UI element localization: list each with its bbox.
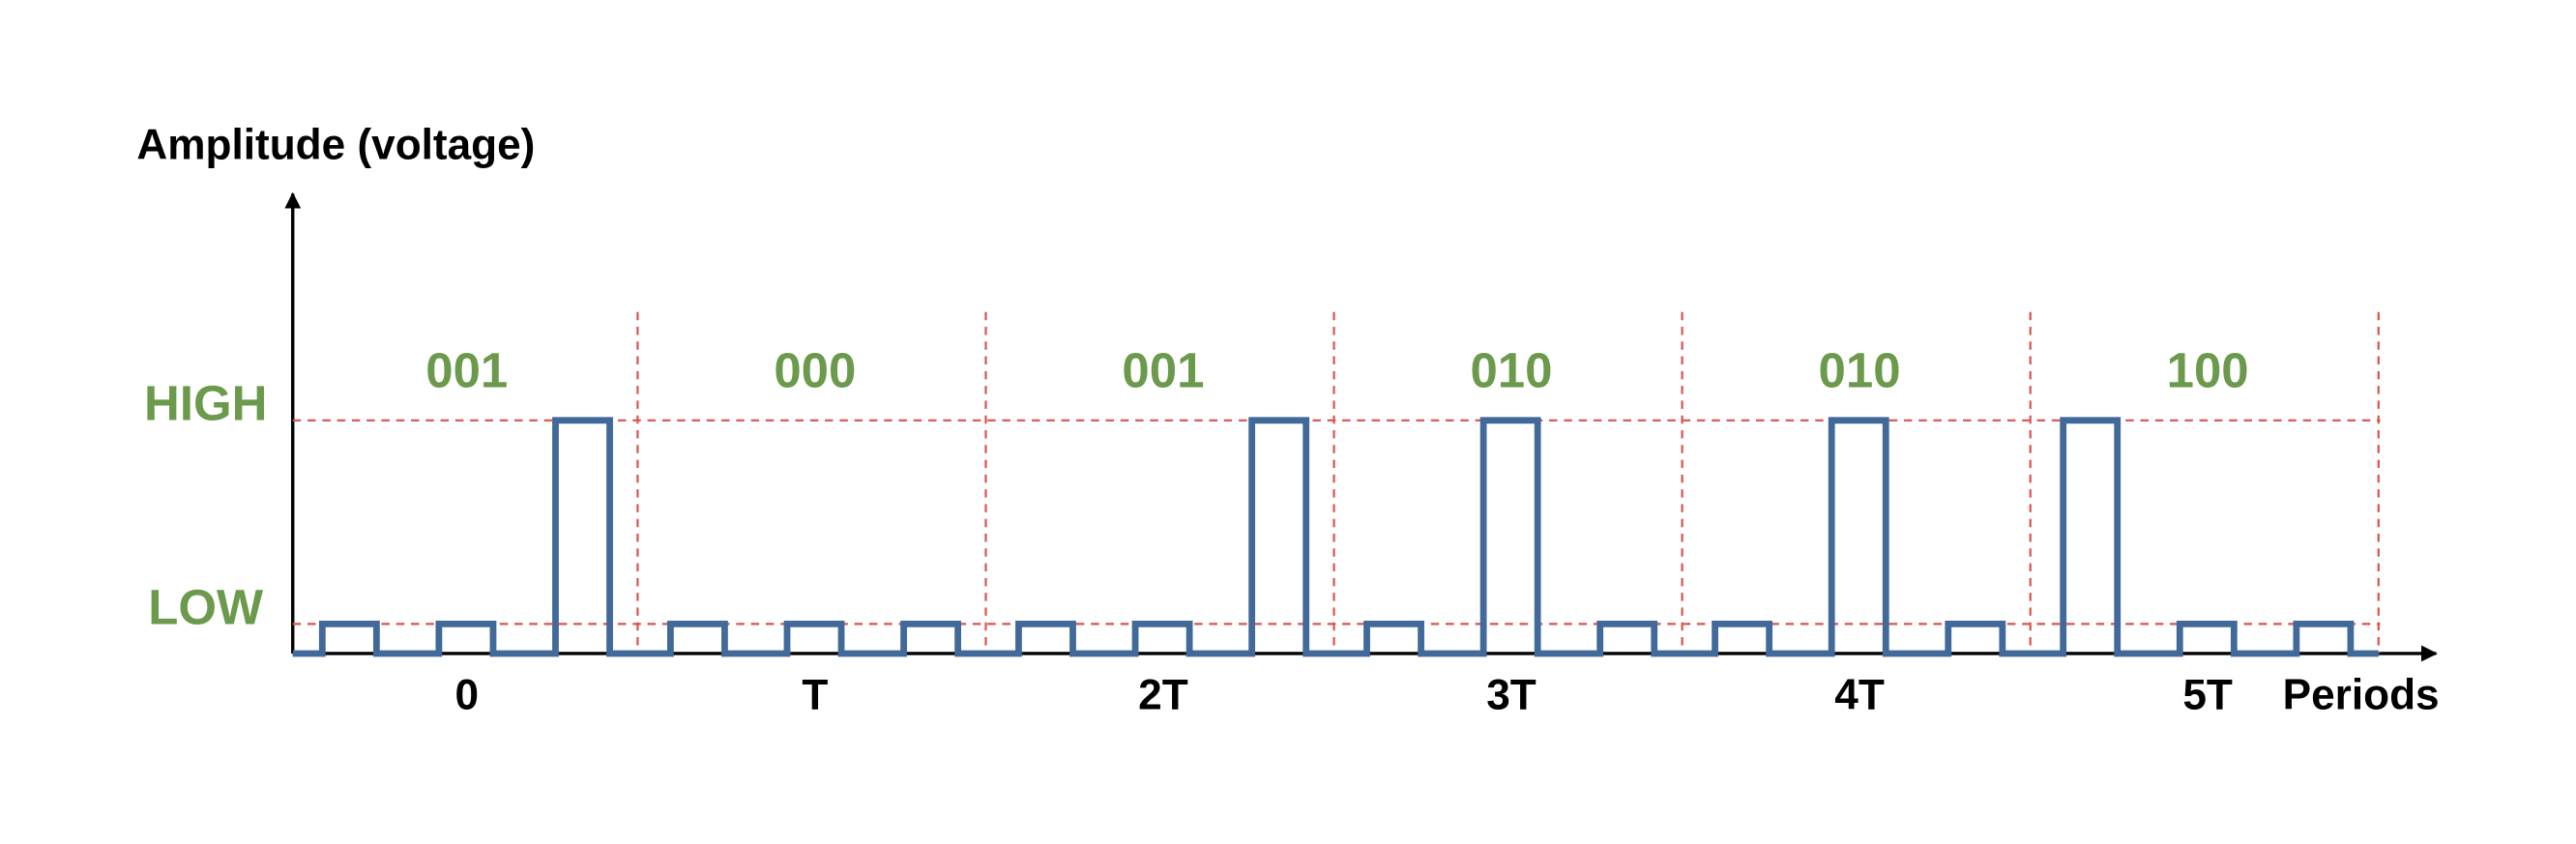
period-bits: 100: [2167, 343, 2249, 398]
high-label: HIGH: [144, 376, 267, 431]
period-bits: 001: [1122, 343, 1204, 398]
waveform: [292, 417, 2379, 657]
period-label: 0: [454, 671, 479, 718]
period-label: 3T: [1486, 671, 1537, 718]
low-label: LOW: [148, 579, 264, 634]
period-bits: 001: [425, 343, 508, 398]
period-bits: 010: [1470, 343, 1552, 398]
period-label: T: [802, 671, 828, 718]
period-label: 4T: [1834, 671, 1885, 718]
period-label: 2T: [1138, 671, 1188, 718]
period-label: 5T: [2182, 671, 2233, 718]
period-bits: 000: [774, 343, 856, 398]
period-bits: 010: [1819, 343, 1901, 398]
x-axis-label: Periods: [2283, 671, 2440, 718]
y-axis-label: Amplitude (voltage): [136, 122, 535, 169]
